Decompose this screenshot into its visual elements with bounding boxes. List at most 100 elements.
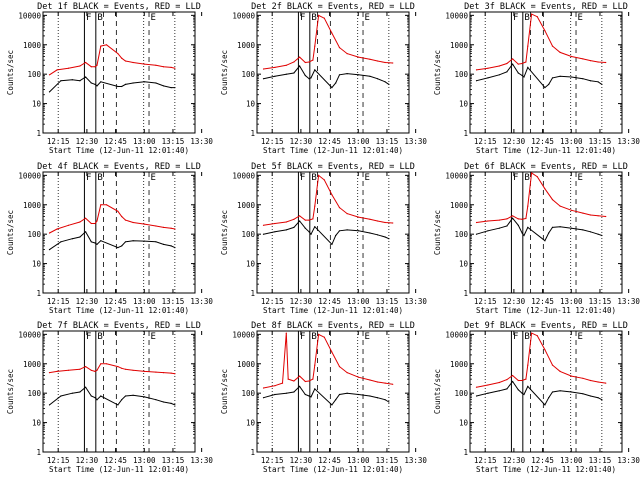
- lld-point: [293, 61, 295, 63]
- events-point: [79, 80, 81, 82]
- lld-point: [517, 379, 519, 382]
- panel-title: Det 2f BLACK = Events, RED = LLD: [251, 2, 415, 12]
- lld-point: [67, 224, 70, 226]
- lld-point: [559, 205, 561, 207]
- lld-point: [521, 62, 523, 65]
- lld-point: [392, 62, 394, 64]
- lld-point: [582, 58, 584, 60]
- events-point: [582, 393, 584, 395]
- lld-point: [90, 66, 92, 68]
- events-point: [506, 71, 508, 73]
- events-point: [369, 232, 371, 234]
- x-tick-label: 13:15: [162, 137, 185, 146]
- lld-point: [117, 366, 119, 368]
- y-tick-label: 1000: [237, 360, 256, 369]
- events-series-line: [476, 380, 603, 406]
- lld-point: [96, 369, 98, 371]
- marker-b-label: B: [524, 173, 529, 183]
- events-point: [376, 397, 379, 399]
- events-point: [521, 392, 523, 394]
- lld-point: [162, 226, 165, 228]
- marker-e-label: E: [151, 173, 156, 183]
- events-point: [544, 240, 546, 242]
- events-point: [132, 82, 134, 84]
- x-tick-label: 13:30: [617, 297, 640, 306]
- lld-point: [170, 66, 172, 68]
- lld-point: [597, 215, 599, 217]
- events-point: [551, 391, 554, 393]
- y-tick-label: 10000: [232, 171, 255, 180]
- lld-point: [559, 370, 561, 372]
- lld-point: [517, 63, 519, 65]
- lld-point: [312, 378, 314, 380]
- events-point: [511, 380, 514, 383]
- lld-series-line: [49, 204, 176, 234]
- lld-series-line: [476, 172, 606, 223]
- y-tick-label: 10000: [445, 171, 468, 180]
- lld-point: [293, 218, 295, 220]
- lld-point: [314, 205, 316, 207]
- lld-point: [570, 55, 573, 58]
- events-point: [170, 87, 172, 89]
- lld-point: [527, 364, 529, 366]
- lld-point: [511, 215, 514, 217]
- events-point: [71, 79, 73, 81]
- x-tick-label: 13:30: [190, 137, 213, 146]
- y-axis-label: Counts/sec: [6, 369, 15, 414]
- events-point: [338, 230, 341, 232]
- y-tick-label: 100: [241, 389, 255, 398]
- events-point: [100, 395, 102, 397]
- y-axis-label: Counts/sec: [433, 210, 442, 255]
- panel-title: Det 1f BLACK = Events, RED = LLD: [37, 2, 201, 12]
- chart-panel-9: Det 9f BLACK = Events, RED = LLD 1 10 100 10…: [433, 321, 640, 474]
- events-series-line: [49, 231, 176, 251]
- marker-f-label: F: [86, 332, 91, 342]
- events-point: [117, 404, 119, 406]
- events-point: [121, 85, 123, 88]
- chart-panel-6: Det 6f BLACK = Events, RED = LLD 1 10 100 10…: [433, 162, 640, 315]
- events-point: [304, 393, 306, 396]
- lld-point: [67, 67, 70, 69]
- marker-e-label: E: [151, 13, 156, 23]
- marker-b-label: B: [524, 332, 529, 342]
- lld-point: [544, 30, 546, 32]
- events-point: [384, 81, 386, 83]
- lld-point: [96, 220, 98, 222]
- events-point: [331, 87, 333, 89]
- lld-point: [304, 380, 306, 383]
- y-tick-label: 10000: [18, 171, 41, 180]
- events-point: [338, 393, 341, 396]
- x-tick-label: 13:15: [162, 456, 185, 465]
- events-point: [369, 75, 371, 77]
- y-tick-label: 10: [459, 419, 469, 428]
- plot-frame: [469, 330, 623, 453]
- events-point: [48, 249, 51, 251]
- events-point: [94, 83, 96, 85]
- lld-point: [487, 67, 489, 69]
- events-point: [96, 243, 98, 245]
- lld-point: [170, 227, 172, 229]
- x-tick-label: 13:15: [589, 297, 612, 306]
- y-tick-label: 10000: [232, 11, 255, 20]
- lld-point: [338, 47, 341, 49]
- lld-point: [79, 368, 81, 370]
- lld-point: [323, 17, 325, 19]
- events-point: [162, 243, 165, 245]
- events-point: [170, 402, 172, 404]
- marker-e-label: E: [578, 13, 583, 23]
- y-tick-label: 1000: [450, 360, 469, 369]
- chart-panel-1: Det 1f BLACK = Events, RED = LLD 1 10 100 10…: [6, 2, 213, 155]
- events-point: [143, 396, 146, 398]
- lld-point: [597, 381, 599, 383]
- lld-point: [369, 58, 371, 60]
- lld-point: [498, 381, 500, 384]
- lld-point: [262, 224, 265, 226]
- events-point: [314, 69, 316, 71]
- lld-point: [605, 61, 607, 64]
- events-point: [94, 242, 96, 244]
- y-tick-label: 10: [32, 419, 42, 428]
- events-point: [589, 395, 592, 397]
- events-point: [517, 224, 519, 226]
- x-tick-label: 13:00: [133, 297, 156, 306]
- y-tick-label: 10: [246, 419, 256, 428]
